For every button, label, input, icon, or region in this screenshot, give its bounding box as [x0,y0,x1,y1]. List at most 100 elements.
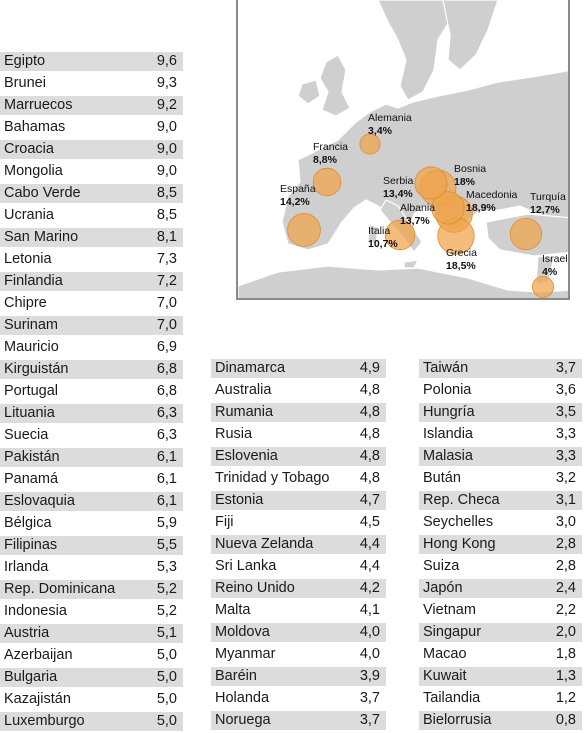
table-row: Holanda 3,7 [211,689,386,708]
country-value: 3,3 [555,426,576,442]
country-name: Noruega [215,712,271,728]
country-name: Nueva Zelanda [215,536,314,552]
bubble-francia [312,167,342,197]
map-label-name: Israel [542,253,568,265]
country-name: Singapur [423,624,482,640]
country-value: 6,8 [156,383,177,399]
country-name: Rusia [215,426,253,442]
map-label-value: 18,5% [446,260,476,272]
europe-map: Alemania 3,4% Francia 8,8% España 14,2% Italia… [236,0,570,300]
bubble-alemania [359,133,381,155]
country-value: 6,3 [156,427,177,443]
table-row: Australia 4,8 [211,381,386,400]
country-name: Irlanda [4,559,49,575]
country-value: 9,0 [156,163,177,179]
country-value: 3,3 [555,448,576,464]
country-name: Myanmar [215,646,276,662]
map-label-value: 4% [542,266,558,278]
country-name: Bulgaria [4,669,58,685]
country-value: 4,0 [359,624,380,640]
country-name: Bahamas [4,119,66,135]
table-row: Vietnam 2,2 [419,601,582,620]
country-name: Tailandia [423,690,481,706]
table-row: Eslovaquia 6,1 [0,492,183,511]
table-row: Baréin 3,9 [211,667,386,686]
table-row: Hungría 3,5 [419,403,582,422]
country-name: Rep. Checa [423,492,500,508]
country-value: 9,6 [156,53,177,69]
table-row: Filipinas 5,5 [0,536,183,555]
table-row: Chipre 7,0 [0,294,183,313]
country-value: 5,0 [156,669,177,685]
country-value: 1,8 [555,646,576,662]
table-row: Pakistán 6,1 [0,448,183,467]
bubble-layer [287,133,554,298]
country-name: Croacia [4,141,54,157]
country-value: 9,0 [156,119,177,135]
country-value: 3,9 [359,668,380,684]
country-value: 4,8 [359,470,380,486]
country-name: Filipinas [4,537,58,553]
country-value: 7,0 [156,317,177,333]
table-row: Luxemburgo 5,0 [0,712,183,731]
country-value: 6,1 [156,471,177,487]
country-value: 2,4 [555,580,576,596]
country-value: 5,3 [156,559,177,575]
country-name: Rep. Dominicana [4,581,116,597]
country-value: 5,2 [156,603,177,619]
country-value: 8,5 [156,185,177,201]
country-value: 9,0 [156,141,177,157]
country-name: Seychelles [423,514,494,530]
table-row: Rep. Dominicana 5,2 [0,580,183,599]
country-value: 4,7 [359,492,380,508]
country-value: 1,2 [555,690,576,706]
table-row: Lituania 6,3 [0,404,183,423]
map-label-name: Albania [400,202,435,214]
map-label-name: Bosnia [454,163,486,175]
country-name: Brunei [4,75,46,91]
map-label-value: 18,9% [466,202,496,214]
country-name: Taiwán [423,360,469,376]
country-value: 5,1 [156,625,177,641]
country-value: 5,0 [156,691,177,707]
country-name: Eslovaquia [4,493,75,509]
table-row: Suecia 6,3 [0,426,183,445]
country-name: Rumania [215,404,274,420]
table-row: Rumania 4,8 [211,403,386,422]
country-value: 7,3 [156,251,177,267]
country-value: 4,8 [359,448,380,464]
table-row: Macao 1,8 [419,645,582,664]
country-name: Suiza [423,558,460,574]
table-row: Mongolia 9,0 [0,162,183,181]
country-name: Azerbaijan [4,647,73,663]
country-value: 5,0 [156,713,177,729]
table-row: San Marino 8,1 [0,228,183,247]
map-label-value: 18% [454,176,476,188]
map-label-name: Grecia [446,247,477,259]
country-name: Luxemburgo [4,713,85,729]
country-name: Moldova [215,624,270,640]
country-name: Surinam [4,317,58,333]
country-name: Lituania [4,405,55,421]
country-name: Kirguistán [4,361,69,377]
table-row: Kuwait 1,3 [419,667,582,686]
country-name: Japón [423,580,463,596]
bubble-serbia [414,166,448,200]
country-name: Hong Kong [423,536,496,552]
country-value: 3,7 [359,690,380,706]
land-shapes [238,0,568,298]
table-row: Ucrania 8,5 [0,206,183,225]
map-label-name: Alemania [368,112,412,124]
country-value: 2,2 [555,602,576,618]
map-label-value: 14,2% [280,196,310,208]
table-row: Moldova 4,0 [211,623,386,642]
table-row: Malta 4,1 [211,601,386,620]
country-value: 4,2 [359,580,380,596]
country-value: 3,6 [555,382,576,398]
table-row: Bahamas 9,0 [0,118,183,137]
table-row: Irlanda 5,3 [0,558,183,577]
country-name: Marruecos [4,97,73,113]
country-name: Kuwait [423,668,467,684]
map-label-value: 10,7% [368,238,398,250]
